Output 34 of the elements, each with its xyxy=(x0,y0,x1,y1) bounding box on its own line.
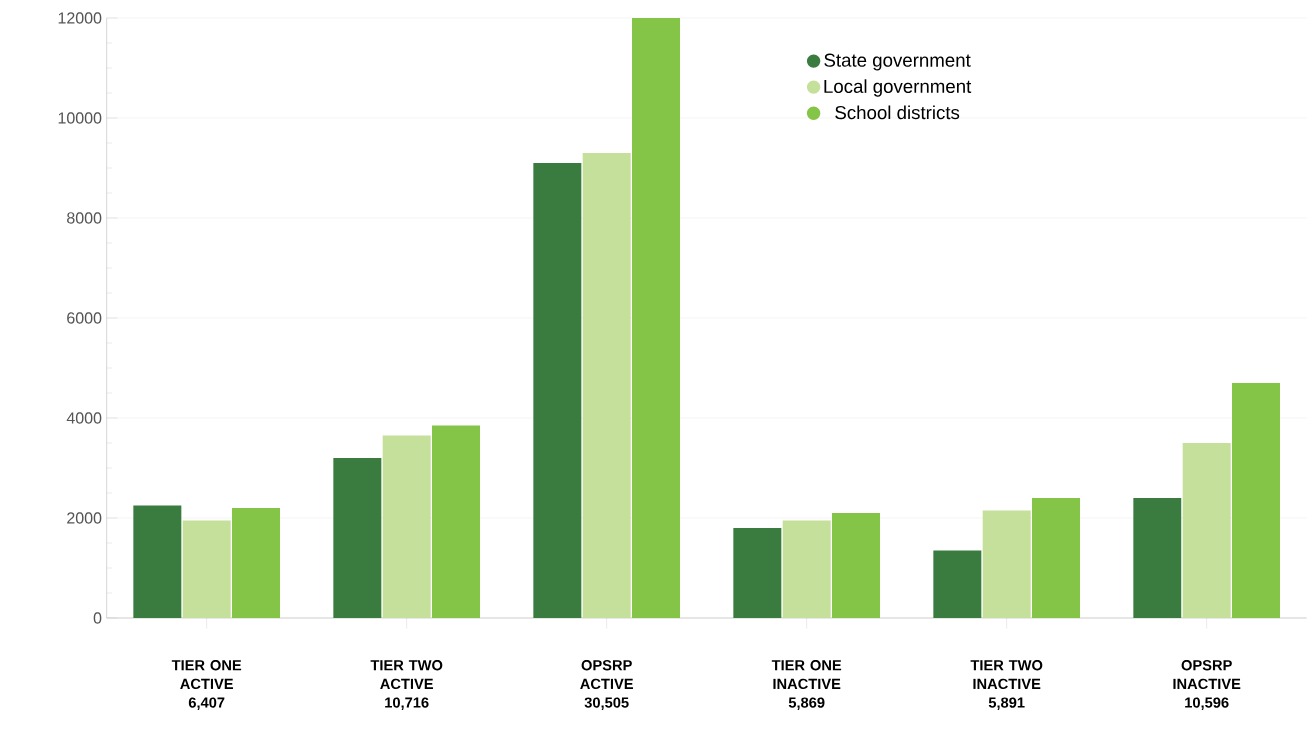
bar xyxy=(182,520,231,618)
bar xyxy=(232,507,281,618)
bar xyxy=(1182,442,1231,618)
bar xyxy=(832,512,881,618)
bar xyxy=(533,162,582,618)
bar xyxy=(1032,497,1081,618)
bar xyxy=(333,457,382,618)
y-tick-label: 4000 xyxy=(66,412,102,424)
y-tick-label: 12000 xyxy=(58,12,102,24)
bar xyxy=(933,550,982,618)
y-tick-label: 2000 xyxy=(67,512,102,524)
bar xyxy=(1133,497,1182,618)
x-tick-label: TIER ONE INACTIVE 5,869 xyxy=(771,660,842,710)
bar xyxy=(133,505,182,618)
bar xyxy=(582,152,631,618)
bar xyxy=(982,510,1031,618)
y-tick-label: 6000 xyxy=(67,312,102,324)
x-tick-label: OPSRP ACTIVE 30,505 xyxy=(580,660,633,710)
x-tick-label: TIER TWO ACTIVE 10,716 xyxy=(370,660,443,710)
x-tick-label: TIER TWO INACTIVE 5,891 xyxy=(970,660,1043,710)
y-tick-label: 8000 xyxy=(67,212,102,224)
y-tick-label: 10000 xyxy=(58,112,102,124)
y-tick-label: 0 xyxy=(93,612,102,624)
bar xyxy=(382,435,431,618)
legend-label: Local government xyxy=(824,79,972,97)
x-tick-label: TIER ONE ACTIVE 6,407 xyxy=(171,660,242,710)
bar xyxy=(632,17,681,618)
bar xyxy=(1232,382,1281,618)
legend-label: School districts xyxy=(835,105,960,120)
bar xyxy=(782,520,831,618)
x-tick-label: OPSRP INACTIVE 10,596 xyxy=(1173,660,1241,710)
bar xyxy=(733,527,782,618)
bar xyxy=(432,425,481,618)
legend-label: State government xyxy=(824,53,971,71)
